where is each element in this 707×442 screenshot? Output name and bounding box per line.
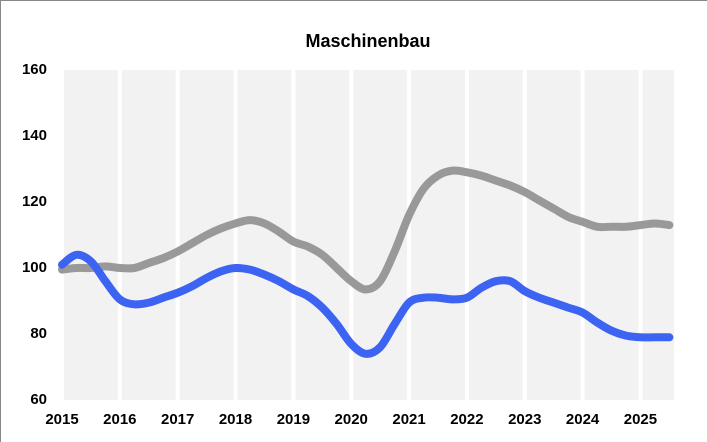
y-tick-label: 60 <box>30 391 47 408</box>
x-tick-label: 2017 <box>161 411 194 428</box>
plot-area <box>62 70 674 400</box>
x-tick-label: 2020 <box>335 411 368 428</box>
y-tick-label: 80 <box>30 325 47 342</box>
x-tick-label: 2025 <box>624 411 657 428</box>
y-tick-label: 160 <box>22 61 47 78</box>
line-series <box>58 166 674 294</box>
x-tick-label: 2022 <box>450 411 483 428</box>
x-tick-label: 2018 <box>219 411 252 428</box>
x-tick-label: 2019 <box>277 411 310 428</box>
line-series <box>58 250 674 358</box>
chart-title: Maschinenbau <box>305 31 430 51</box>
y-tick-label: 100 <box>22 259 47 276</box>
y-tick-label: 140 <box>22 127 47 144</box>
x-tick-label: 2016 <box>103 411 136 428</box>
x-tick-label: 2023 <box>508 411 541 428</box>
x-tick-label: 2015 <box>45 411 78 428</box>
x-tick-label: 2021 <box>392 411 425 428</box>
y-tick-label: 120 <box>22 193 47 210</box>
x-tick-label: 2024 <box>566 411 600 428</box>
